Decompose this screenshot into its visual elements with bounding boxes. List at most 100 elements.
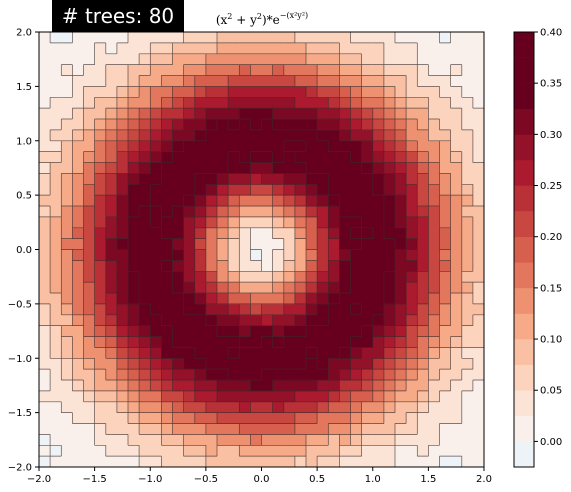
contour-cell bbox=[361, 347, 374, 359]
contour-cell bbox=[183, 227, 196, 240]
contour-cell bbox=[228, 140, 240, 153]
contour-cell bbox=[461, 53, 474, 66]
contour-cell bbox=[472, 162, 485, 174]
contour-cell bbox=[39, 162, 51, 174]
contour-cell bbox=[116, 53, 129, 66]
contour-cell bbox=[406, 195, 418, 207]
contour-cell bbox=[395, 445, 407, 457]
contour-cell bbox=[317, 140, 329, 153]
contour-cell bbox=[339, 249, 351, 261]
contour-cell bbox=[339, 271, 351, 283]
contour-cell bbox=[472, 401, 485, 414]
contour-cell bbox=[72, 86, 84, 98]
contour-cell bbox=[417, 206, 429, 218]
contour-cell bbox=[250, 42, 262, 55]
contour-cell bbox=[172, 86, 185, 98]
contour-cell bbox=[306, 206, 318, 218]
contour-cell bbox=[83, 216, 96, 229]
contour-cell bbox=[261, 238, 274, 250]
contour-cell bbox=[372, 303, 385, 316]
colorbar-swatch bbox=[514, 57, 534, 84]
contour-cell bbox=[217, 260, 229, 272]
contour-cell bbox=[294, 260, 307, 272]
contour-cell bbox=[283, 238, 296, 250]
contour-cell bbox=[217, 53, 229, 66]
contour-cell bbox=[228, 347, 240, 359]
contour-cell bbox=[406, 325, 418, 337]
contour-cell bbox=[461, 129, 474, 142]
contour-cell bbox=[150, 97, 162, 109]
contour-cell bbox=[406, 184, 418, 196]
contour-cell bbox=[61, 86, 73, 98]
contour-cell bbox=[328, 412, 340, 424]
contour-cell bbox=[83, 456, 96, 468]
contour-cell bbox=[272, 173, 285, 185]
contour-cell bbox=[450, 456, 463, 468]
contour-cell bbox=[39, 314, 51, 327]
contour-cell bbox=[428, 423, 440, 435]
contour-cell bbox=[372, 445, 385, 457]
contour-cell bbox=[261, 64, 274, 76]
contour-cell bbox=[428, 412, 440, 424]
contour-cell bbox=[50, 434, 62, 446]
contour-cell bbox=[406, 227, 418, 240]
contour-cell bbox=[228, 456, 240, 468]
contour-cell bbox=[105, 380, 118, 392]
contour-cell bbox=[439, 401, 452, 414]
contour-cell bbox=[361, 401, 374, 414]
contour-cell bbox=[105, 347, 118, 359]
contour-cell bbox=[61, 249, 73, 261]
contour-cell bbox=[61, 456, 73, 468]
contour-cell bbox=[428, 32, 440, 44]
contour-cell bbox=[128, 282, 140, 294]
contour-cell bbox=[161, 53, 173, 66]
contour-cell bbox=[161, 216, 173, 229]
contour-cell bbox=[72, 336, 84, 348]
contour-cell bbox=[161, 162, 173, 174]
contour-cell bbox=[261, 347, 274, 359]
contour-cell bbox=[350, 195, 363, 207]
contour-cell bbox=[150, 64, 162, 76]
contour-cell bbox=[294, 336, 307, 348]
contour-cell bbox=[294, 64, 307, 76]
contour-cell bbox=[183, 238, 196, 250]
contour-cell bbox=[116, 336, 129, 348]
contour-cell bbox=[139, 412, 151, 424]
contour-cell bbox=[383, 423, 396, 435]
contour-cell bbox=[406, 129, 418, 142]
contour-cell bbox=[39, 75, 51, 87]
contour-cell bbox=[361, 129, 374, 142]
contour-cell bbox=[272, 86, 285, 98]
contour-cell bbox=[328, 249, 340, 261]
x-axis: −2.0 −1.5 −1.0 −0.5 0.0 0.5 1.0 1.5 2.0 bbox=[27, 467, 492, 485]
contour-cell bbox=[395, 369, 407, 381]
contour-cell bbox=[306, 380, 318, 392]
contour-cell bbox=[39, 151, 51, 163]
contour-cell bbox=[217, 162, 229, 174]
contour-cell bbox=[150, 445, 162, 457]
contour-cell bbox=[417, 260, 429, 272]
contour-cell bbox=[339, 238, 351, 250]
contour-cell bbox=[383, 380, 396, 392]
contour-cell bbox=[350, 314, 363, 327]
contour-cell bbox=[417, 151, 429, 163]
colorbar-swatch bbox=[514, 364, 534, 391]
contour-cell bbox=[161, 64, 173, 76]
contour-cell bbox=[461, 423, 474, 435]
contour-cell bbox=[39, 347, 51, 359]
colorbar-tick-label: 0.30 bbox=[540, 130, 562, 141]
contour-cell bbox=[283, 314, 296, 327]
contour-cell bbox=[350, 303, 363, 316]
contour-cell bbox=[128, 390, 140, 403]
contour-cell bbox=[461, 445, 474, 457]
contour-cell bbox=[328, 75, 340, 87]
contour-cell bbox=[450, 162, 463, 174]
contour-cell bbox=[105, 195, 118, 207]
contour-cell bbox=[205, 282, 218, 294]
contour-cell bbox=[428, 53, 440, 66]
contour-cell bbox=[194, 401, 207, 414]
contour-cell bbox=[105, 325, 118, 337]
contour-cell bbox=[450, 216, 463, 229]
contour-cell bbox=[383, 227, 396, 240]
contour-cell bbox=[361, 249, 374, 261]
